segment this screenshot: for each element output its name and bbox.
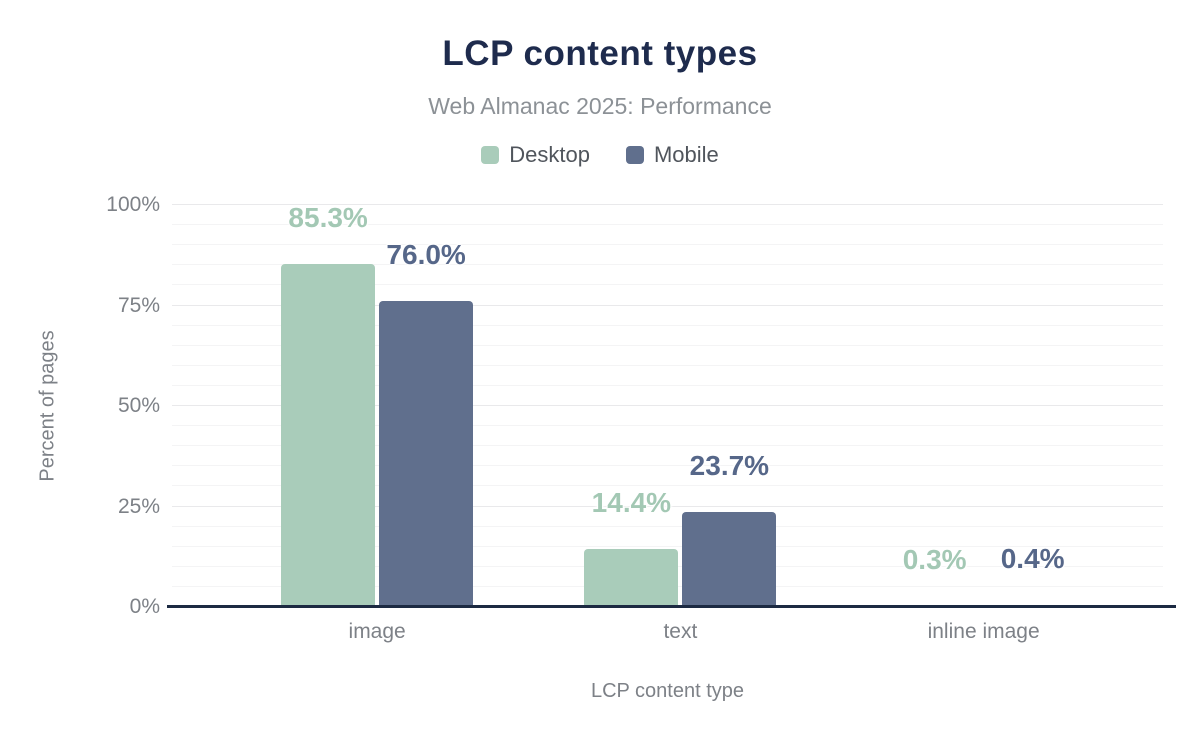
bar-value-desktop-image: 85.3%: [288, 202, 368, 234]
bar-column-desktop-image: 85.3%: [281, 202, 376, 607]
legend-label-mobile: Mobile: [653, 142, 719, 167]
gridline-55: [172, 384, 1163, 386]
gridline-95: [172, 224, 1163, 226]
bar-desktop-image[interactable]: [281, 264, 376, 607]
bar-column-mobile-image: 76.0%: [379, 205, 474, 607]
chart-title: LCP content types: [442, 34, 758, 73]
gridline-35: [172, 465, 1163, 467]
legend: Desktop Mobile: [0, 142, 1200, 168]
y-axis-labels: 0% 25% 50% 75% 100%: [0, 193, 160, 618]
y-tick-0: 0%: [129, 595, 160, 618]
legend-label-desktop: Desktop: [509, 142, 590, 167]
gridline-65: [172, 344, 1163, 346]
legend-item-mobile[interactable]: Mobile: [625, 142, 719, 168]
gridline-60: [172, 364, 1163, 366]
y-tick-75: 75%: [117, 293, 160, 317]
gridline-25: [172, 505, 1163, 507]
gridline-15: [172, 545, 1163, 547]
bar-column-mobile-text: 23.7%: [682, 205, 777, 607]
gridline-40: [172, 445, 1163, 447]
x-category-inline-image: inline image: [927, 620, 1040, 643]
gridline-20: [172, 525, 1163, 527]
bar-value-desktop-text: 14.4%: [591, 487, 672, 519]
gridline-75: [172, 304, 1163, 306]
gridline-70: [172, 324, 1163, 326]
bar-value-desktop-inline-image: 0.3%: [902, 543, 967, 575]
chart-subtitle: Web Almanac 2025: Performance: [428, 93, 772, 119]
plot-area: 85.3% 14.4% 0.3% 76.0% 23.7% 0.4%: [167, 202, 1176, 608]
x-axis-labels: image text inline image: [172, 620, 1163, 648]
bar-mobile-text[interactable]: [682, 511, 777, 607]
bar-desktop-text[interactable]: [584, 549, 679, 607]
gridline-100: [172, 204, 1163, 205]
legend-swatch-desktop: [481, 146, 500, 164]
y-tick-100: 100%: [106, 193, 160, 216]
bar-mobile-image[interactable]: [379, 301, 474, 607]
x-axis-line: [167, 605, 1176, 608]
gridline-50: [172, 405, 1163, 406]
gridline-45: [172, 425, 1163, 427]
bar-value-mobile-text: 23.7%: [689, 449, 770, 481]
x-axis-title: LCP content type: [590, 680, 745, 702]
x-category-image: image: [348, 620, 406, 643]
bar-value-mobile-inline-image: 0.4%: [1000, 543, 1065, 575]
legend-swatch-mobile: [625, 146, 644, 164]
gridline-30: [172, 485, 1163, 487]
x-category-text: text: [663, 620, 698, 643]
y-tick-25: 25%: [117, 494, 160, 518]
gridline-85: [172, 264, 1163, 266]
gridline-80: [172, 284, 1163, 286]
gridline-90: [172, 244, 1163, 246]
legend-item-desktop[interactable]: Desktop: [481, 142, 590, 168]
bar-column-desktop-text: 14.4%: [584, 205, 679, 607]
bar-column-desktop-inline-image: 0.3%: [887, 205, 982, 607]
y-tick-50: 50%: [117, 394, 160, 417]
bar-value-mobile-image: 76.0%: [386, 239, 466, 271]
bar-column-mobile-inline-image: 0.4%: [985, 205, 1080, 607]
